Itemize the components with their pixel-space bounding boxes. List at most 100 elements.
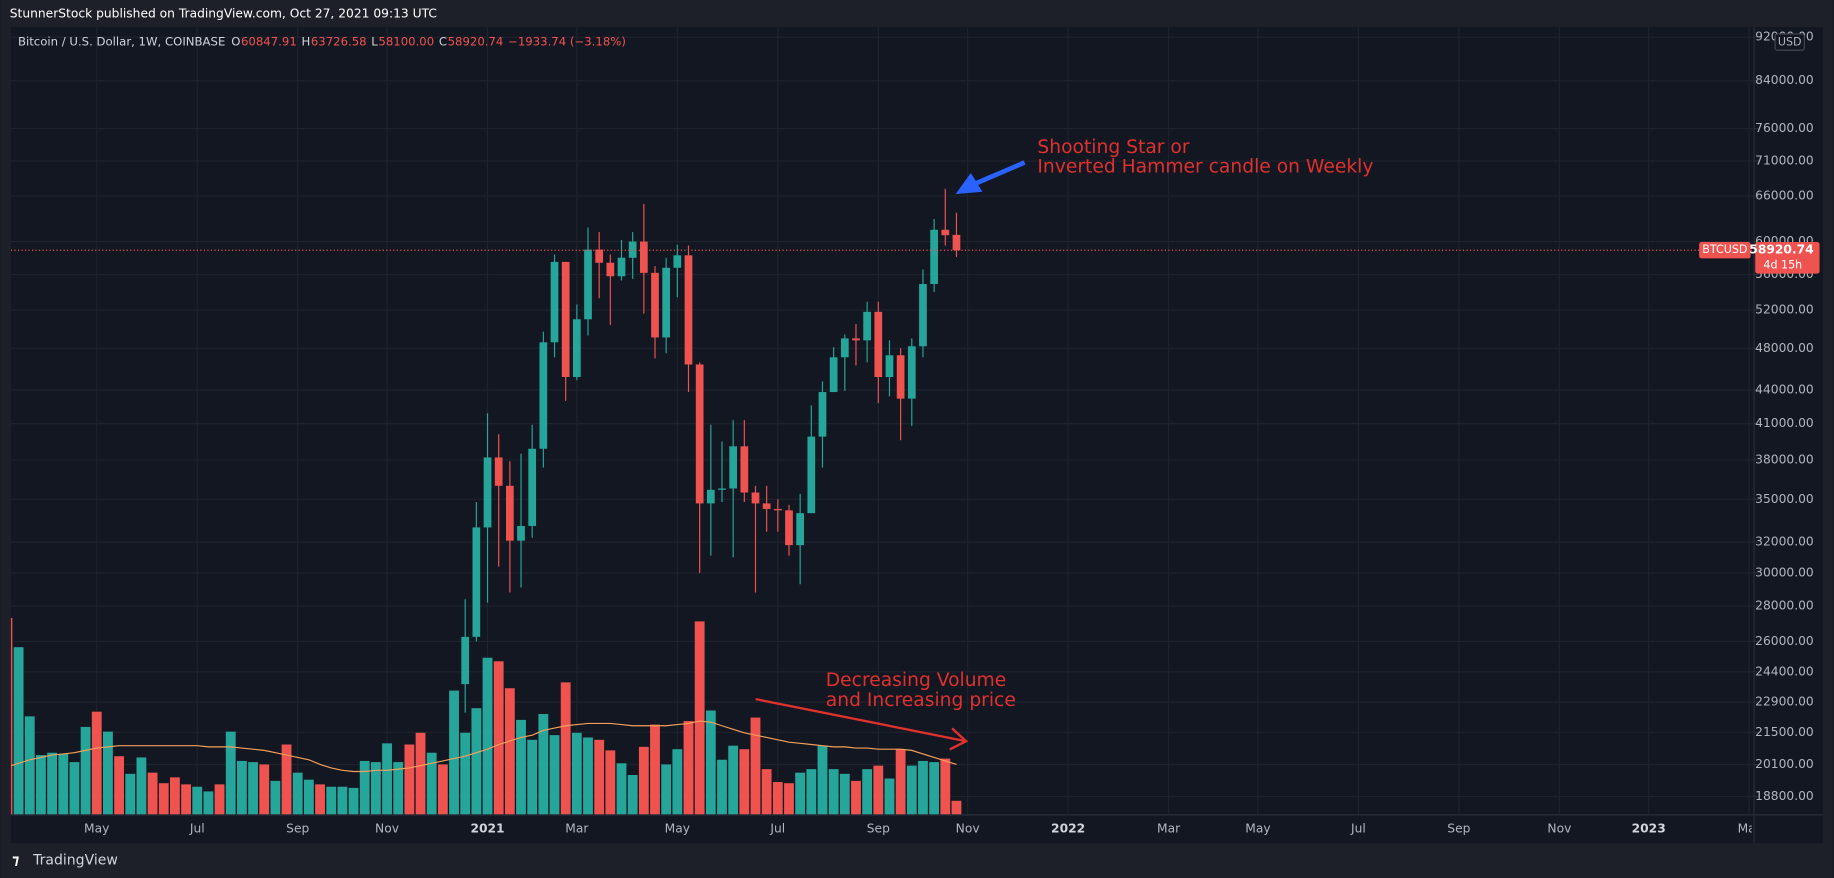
y-tick-label: 28000.00 [1755,598,1814,612]
volume-bar [214,784,225,815]
candle-body [907,346,916,399]
x-tick-label: Mar [565,821,589,835]
volume-bar [538,714,549,815]
volume-bar [292,772,303,815]
open-value: 60847.91 [241,35,297,49]
volume-bar [158,783,169,815]
x-tick-label: Sep [286,821,309,835]
volume-bar [225,731,236,815]
candle-body [840,338,849,358]
volume-bar [169,777,180,815]
candle-body [785,510,793,546]
candle-body [584,249,592,320]
x-tick-label: Sep [867,821,890,835]
currency-box[interactable] [1774,33,1805,51]
y-tick-label: 76000.00 [1755,121,1814,135]
volume-bar [10,617,13,815]
volume-bar [69,762,80,815]
candle-body [662,267,671,338]
candle-body [528,448,537,526]
candle-body [673,255,682,268]
last-price-badge [1755,242,1820,274]
volume-bar [80,726,91,815]
volume-bar [24,716,35,815]
volume-bar [91,711,102,815]
candle-body [740,446,749,493]
x-tick-label: May [665,821,690,835]
volume-bar [326,786,337,815]
low-value: 58100.00 [378,35,434,49]
candle-body [494,457,503,486]
volume-bar [627,775,638,815]
annotation-text: and Increasing price [826,690,1016,711]
ticker-badge [1699,242,1751,259]
volume-bar [426,752,437,815]
y-tick-label: 44000.00 [1755,382,1814,396]
volume-bar [918,760,928,815]
close-value: 58920.74 [448,35,504,49]
volume-bar [125,773,136,815]
candle-body [472,527,481,637]
ticker-label: BTCUSD [1702,243,1747,256]
volume-bar [114,756,124,815]
annotation-arrow-head [955,173,983,195]
x-tick-label: 2023 [1632,821,1666,835]
volume-bar [181,784,191,815]
volume-bar [303,779,314,815]
annotation-text: Inverted Hammer candle on Weekly [1037,157,1373,178]
volume-bar [415,732,426,815]
x-tick-label: Nov [1547,821,1571,835]
annotation-arrow-shaft [755,697,967,743]
candle-body [796,513,805,546]
volume-bar [795,772,806,815]
volume-bar [382,743,392,815]
plot-area [10,26,1755,815]
candle-body [863,311,871,341]
y-tick-label: 20100.00 [1755,757,1814,771]
volume-bar [873,765,884,815]
candle-body [483,457,492,528]
volume-bar [817,745,828,815]
open-letter: O [231,35,240,49]
candle-body [852,338,860,341]
candle-body [751,492,760,504]
axes: 92000.0084000.0076000.0071000.0066000.00… [84,30,1820,835]
volume-bar [884,778,895,815]
volume-bar [36,755,46,815]
candle-body [718,488,726,490]
candle-body [952,234,961,251]
x-tick-label: Mar [1157,821,1181,835]
volume-bar [493,661,504,815]
candle-body [829,357,838,393]
candle-body [941,229,950,236]
candle-body [461,636,470,685]
annotation-arrow-shaft [974,160,1026,186]
volume-bar [504,688,515,815]
high-letter: H [301,35,310,49]
candle-body [639,241,648,273]
volume-bar [605,750,616,815]
volume-bar [560,682,571,815]
volume-bar [370,762,381,815]
y-tick-label: 66000.00 [1755,188,1814,202]
x-tick-label: Sep [1447,821,1470,835]
y-tick-label: 22900.00 [1755,695,1814,709]
candle-body [684,255,693,365]
candle-body [874,311,883,377]
currency[interactable]: USD [1778,36,1802,49]
volume-bar [58,753,69,815]
x-tick-label: Mar [1738,821,1762,835]
y-tick-label: 52000.00 [1755,302,1814,316]
plot-background [10,26,1824,843]
volume-bar [717,759,727,815]
volume-bar [549,735,560,815]
volume-bar [147,772,158,815]
candle-body [885,355,894,377]
y-tick-label: 35000.00 [1755,492,1814,506]
candle-body [773,508,782,511]
volume-bar [672,749,683,815]
low-letter: L [371,35,378,49]
last-price-label: 58920.74 [1749,243,1813,257]
candle-body [595,249,604,263]
